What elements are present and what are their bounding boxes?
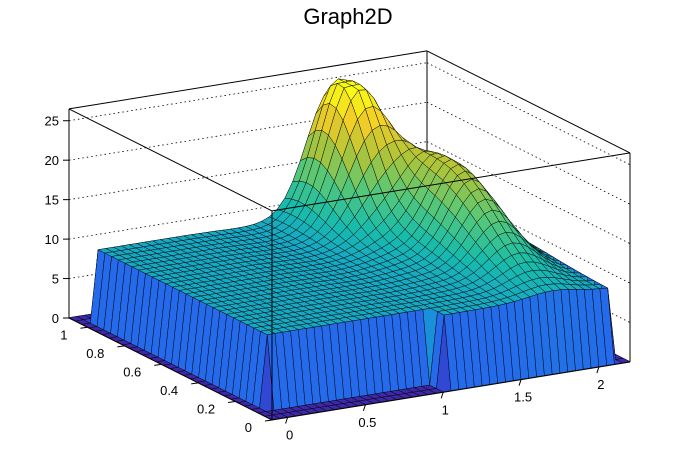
z-tick-label: 20 xyxy=(45,153,59,168)
z-tick-label: 25 xyxy=(45,114,59,129)
x-tick-label: 1 xyxy=(442,402,449,417)
z-grid-right xyxy=(426,180,631,284)
y-tick-label: 0 xyxy=(245,420,252,435)
y-axis-ticks: 0 0.2 0.4 0.6 0.8 1 xyxy=(60,326,273,435)
x-tick-label: 0 xyxy=(286,427,293,442)
y-axis-line xyxy=(68,317,273,421)
x-axis-ticks: 0 0.5 1 1.5 2 xyxy=(285,366,604,442)
y-tick-label: 0.6 xyxy=(123,364,141,379)
y-tick xyxy=(154,363,162,366)
y-tick xyxy=(191,382,199,385)
back-top-edge xyxy=(68,50,428,110)
x-tick xyxy=(362,404,366,412)
y-tick xyxy=(80,326,88,329)
y-tick xyxy=(228,400,236,403)
x-tick-label: 2 xyxy=(597,377,604,392)
z-grid-right xyxy=(426,62,631,166)
z-grid-right xyxy=(426,141,631,244)
z-axis-ticks: 0 5 10 15 20 25 xyxy=(45,114,69,326)
y-tick xyxy=(264,419,273,422)
z-grid-back xyxy=(68,62,428,122)
y-tick xyxy=(117,345,125,348)
front-top-edge xyxy=(271,152,631,212)
right-top-edge xyxy=(426,50,631,154)
surface-mesh xyxy=(68,78,631,420)
y-tick-label: 0.4 xyxy=(160,383,178,398)
axes-front-frame xyxy=(68,152,631,421)
z-tick-label: 5 xyxy=(52,272,59,287)
y-tick-label: 0.2 xyxy=(197,401,215,416)
x-tick-label: 1.5 xyxy=(514,390,532,405)
y-tick-label: 1 xyxy=(60,327,67,342)
x-tick-label: 0.5 xyxy=(358,415,376,430)
z-tick-label: 15 xyxy=(45,193,59,208)
x-tick xyxy=(285,417,289,424)
x-tick xyxy=(440,392,444,399)
z-tick-label: 10 xyxy=(45,232,59,247)
z-tick-label: 0 xyxy=(52,311,59,326)
x-tick xyxy=(596,366,600,374)
left-top-edge xyxy=(68,108,273,212)
x-tick xyxy=(518,379,522,386)
y-tick-label: 0.8 xyxy=(86,346,104,361)
chart-title: Graph2D xyxy=(303,4,392,29)
x-axis-line xyxy=(271,361,631,421)
z-grid-right xyxy=(426,101,631,205)
